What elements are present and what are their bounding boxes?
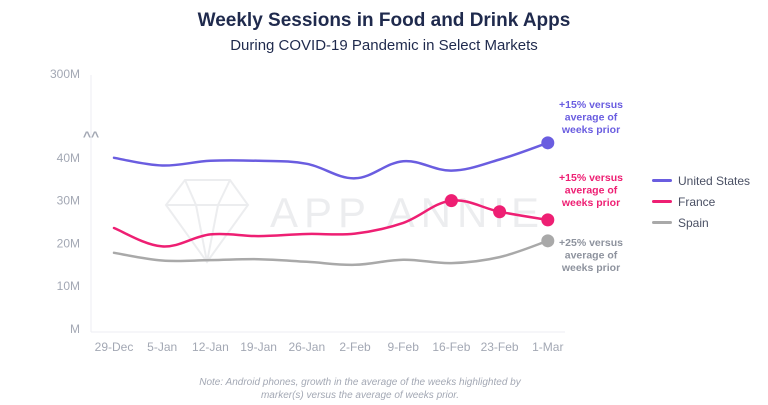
legend-item-us: United States bbox=[652, 170, 750, 191]
annotation-label-us: weeks prior bbox=[561, 124, 620, 136]
annotation-label-spain: average of bbox=[565, 250, 618, 262]
y-tick-label: 30M bbox=[57, 194, 80, 208]
x-tick-label: 2-Feb bbox=[339, 340, 371, 354]
annotation-label-france: +15% versus bbox=[559, 172, 623, 184]
y-tick-label: 20M bbox=[57, 236, 80, 250]
axis-break-icon: ^^ bbox=[83, 128, 99, 144]
x-tick-label: 12-Jan bbox=[192, 340, 229, 354]
series-line-spain bbox=[112, 239, 550, 267]
x-tick-label: 5-Jan bbox=[147, 340, 177, 354]
legend-label: United States bbox=[678, 173, 751, 188]
y-tick-label: 40M bbox=[57, 151, 80, 165]
x-tick-label: 26-Jan bbox=[288, 340, 325, 354]
series-line-us bbox=[112, 141, 550, 180]
x-tick-label: 1-Mar bbox=[532, 340, 563, 354]
data-point-marker-us bbox=[541, 136, 555, 150]
annotation-label-france: average of bbox=[565, 185, 618, 197]
annotation-label-us: +15% versus bbox=[559, 99, 623, 111]
legend-label: Spain bbox=[678, 215, 709, 230]
y-tick-label: 300M bbox=[50, 67, 80, 81]
chart-subtitle: During COVID-19 Pandemic in Select Marke… bbox=[230, 37, 538, 54]
data-point-marker-france bbox=[541, 213, 555, 227]
app-annie-logo-watermark bbox=[164, 179, 250, 264]
chart-title: Weekly Sessions in Food and Drink Apps bbox=[197, 10, 571, 31]
legend-swatch bbox=[652, 179, 672, 182]
y-tick-label: M bbox=[70, 322, 80, 336]
footnote: Note: Android phones, growth in the aver… bbox=[199, 377, 521, 401]
legend-swatch bbox=[652, 221, 672, 224]
data-point-marker-spain bbox=[541, 234, 555, 248]
annotation-label-spain: weeks prior bbox=[561, 262, 620, 274]
legend-item-france: France bbox=[652, 191, 750, 212]
series-line-france bbox=[112, 199, 550, 248]
annotation-label-spain: +25% versus bbox=[559, 237, 623, 249]
annotation-label-us: average of bbox=[565, 112, 618, 124]
x-tick-label: 16-Feb bbox=[432, 340, 470, 354]
x-tick-label: 29-Dec bbox=[95, 340, 134, 354]
annotation-label-france: weeks prior bbox=[561, 197, 620, 209]
x-tick-label: 19-Jan bbox=[240, 340, 277, 354]
legend-swatch bbox=[652, 200, 672, 203]
data-point-marker-france bbox=[444, 194, 458, 208]
chart-legend: United States France Spain bbox=[652, 170, 750, 233]
legend-item-spain: Spain bbox=[652, 212, 750, 233]
data-point-marker-france bbox=[493, 205, 507, 219]
y-tick-label: 10M bbox=[57, 279, 80, 293]
x-tick-label: 9-Feb bbox=[388, 340, 420, 354]
x-tick-label: 23-Feb bbox=[481, 340, 519, 354]
legend-label: France bbox=[678, 194, 716, 209]
